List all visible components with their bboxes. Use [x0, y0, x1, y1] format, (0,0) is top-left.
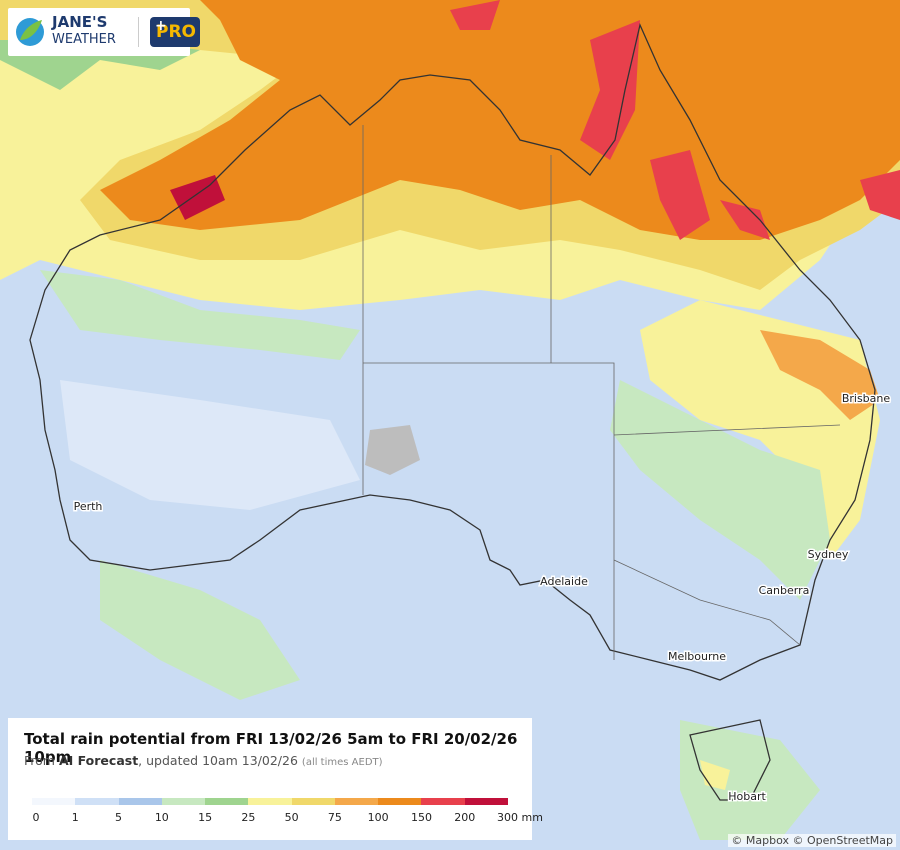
state-borders — [362, 125, 841, 660]
legend-label: 50 — [284, 811, 299, 824]
legend-label: 10 — [154, 811, 169, 824]
legend-swatch — [464, 798, 508, 805]
attribution[interactable]: © Mapbox © OpenStreetMap — [728, 834, 896, 847]
legend-label: 15 — [198, 811, 213, 824]
legend-label: 1 — [71, 811, 79, 824]
logo-icon — [16, 18, 44, 46]
legend-label: 5 — [115, 811, 123, 824]
legend-swatch — [161, 798, 206, 805]
logo[interactable]: JANE'S WEATHER + PRO — [8, 8, 200, 56]
legend-swatch — [205, 798, 249, 805]
legend-subtitle: From AI Forecast, updated 10am 13/02/26 … — [24, 753, 383, 768]
legend-swatch — [118, 798, 162, 805]
subtitle-note: (all times AEDT) — [301, 757, 383, 768]
place-label: Brisbane — [842, 392, 891, 405]
legend-swatch — [75, 798, 119, 805]
brand-name: JANE'S WEATHER — [52, 14, 116, 48]
legend-swatch — [378, 798, 422, 805]
legend-swatch — [421, 798, 465, 805]
brand-line: JANE'S — [52, 13, 108, 31]
legend-title: Total rain potential from FRI 13/02/26 5… — [24, 730, 518, 766]
place-label: Melbourne — [668, 650, 726, 663]
place-labels: Brisbane Perth Sydney Adelaide Canberra … — [72, 391, 892, 805]
brand-line: WEATHER — [52, 32, 116, 47]
legend-label: 150 — [410, 811, 432, 824]
legend-label: 75 — [327, 811, 342, 824]
legend-swatch — [334, 798, 379, 805]
legend-label: 300 mm — [497, 811, 543, 824]
legend-swatch — [291, 798, 335, 805]
legend-label: 100 — [367, 811, 389, 824]
subtitle-prefix: From — [24, 753, 55, 768]
divider — [138, 17, 139, 47]
place-label: Adelaide — [540, 575, 588, 588]
place-label: Sydney — [808, 548, 849, 561]
place-label: Hobart — [728, 790, 766, 803]
place-label: Perth — [74, 500, 103, 513]
legend-swatch — [32, 798, 76, 805]
pro-badge: + PRO — [150, 17, 200, 47]
subtitle-updated: , updated 10am 13/02/26 — [138, 753, 298, 768]
legend: Total rain potential from FRI 13/02/26 5… — [8, 718, 543, 840]
place-label: Canberra — [759, 584, 810, 597]
subtitle-source: AI Forecast — [58, 753, 139, 768]
legend-label: 25 — [241, 811, 256, 824]
coastline — [29, 22, 876, 801]
legend-label: 200 — [454, 811, 476, 824]
badge-text: PRO — [155, 22, 196, 42]
legend-swatch — [248, 798, 292, 805]
legend-label: 0 — [32, 811, 40, 824]
